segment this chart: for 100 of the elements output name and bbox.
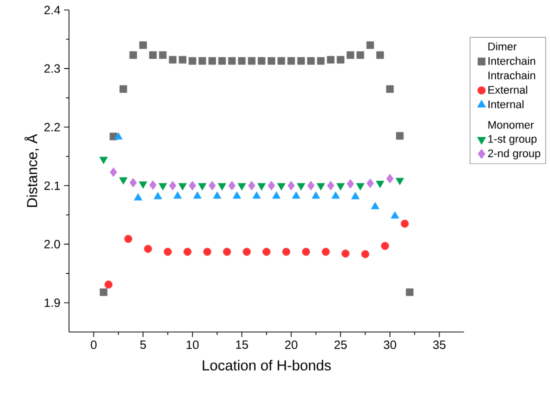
point [282, 248, 290, 256]
point [268, 180, 276, 190]
x-tick-label: 30 [384, 340, 396, 350]
point [307, 180, 315, 190]
point [268, 57, 276, 65]
point [228, 57, 236, 65]
point [361, 250, 370, 258]
point [262, 248, 270, 256]
point [164, 248, 172, 256]
point [110, 167, 118, 177]
point [203, 248, 212, 256]
point [356, 51, 364, 59]
point [381, 242, 389, 250]
y-tick-label: 2.3 [44, 64, 60, 73]
point [124, 234, 132, 243]
y-tick-label: 1.9 [44, 298, 60, 307]
point [139, 41, 147, 49]
point [238, 183, 246, 190]
point [138, 181, 148, 189]
point [158, 183, 167, 190]
point [292, 191, 300, 199]
point [370, 202, 380, 210]
point [169, 180, 176, 190]
point [327, 180, 334, 190]
point [178, 183, 187, 190]
point [228, 180, 236, 190]
point [258, 57, 266, 65]
point [278, 57, 286, 65]
point [208, 180, 216, 190]
legend-label: Internal [488, 100, 524, 108]
point [296, 183, 306, 190]
point [252, 191, 261, 199]
point [120, 85, 128, 93]
point [104, 280, 112, 289]
point [366, 41, 374, 49]
point [336, 56, 344, 64]
point [366, 178, 374, 188]
point [188, 180, 196, 190]
point [312, 191, 320, 199]
point [346, 179, 354, 189]
point [119, 177, 128, 185]
x-tick-label: 15 [236, 340, 248, 349]
y-tick-label: 2.0 [44, 240, 60, 248]
point [248, 180, 256, 190]
point [212, 191, 222, 199]
point [114, 132, 123, 140]
point [149, 180, 157, 190]
point [356, 183, 364, 190]
point [396, 178, 404, 186]
point [288, 180, 295, 190]
point [400, 220, 409, 228]
point [238, 57, 246, 65]
x-tick-label: 5 [140, 340, 146, 349]
point [154, 192, 162, 200]
point [376, 51, 384, 59]
legend-label: 2-nd group [488, 149, 540, 160]
point [130, 178, 137, 188]
point [342, 250, 350, 258]
x-tick-label: 10 [186, 340, 199, 350]
point [297, 57, 305, 65]
point [390, 211, 400, 219]
point [198, 183, 206, 190]
point [223, 248, 231, 256]
text: Intrachain [488, 71, 536, 80]
point [248, 57, 256, 65]
point [159, 51, 167, 59]
point [406, 288, 414, 296]
point [346, 51, 354, 59]
x-tick-label: 35 [433, 340, 446, 350]
point [257, 183, 266, 190]
point [287, 57, 295, 65]
point [242, 248, 251, 256]
point [307, 57, 315, 65]
point [326, 56, 334, 64]
point [351, 192, 360, 200]
point [144, 244, 152, 253]
point [396, 132, 404, 140]
x-tick-label: 25 [334, 340, 347, 350]
point [178, 56, 186, 64]
point [198, 57, 206, 65]
y-axis-title: Distance, Å [24, 134, 39, 207]
point [134, 193, 142, 200]
x-tick-label: 0 [90, 340, 97, 350]
legend-label: 1-st group [488, 135, 537, 145]
legend-label: Interchain [488, 56, 536, 65]
text: Monomer [488, 121, 534, 129]
point [129, 51, 137, 59]
point [376, 180, 384, 188]
point [316, 183, 325, 190]
y-tick-label: 2.1 [44, 181, 60, 190]
point [336, 183, 345, 190]
point [168, 56, 176, 64]
point [232, 191, 242, 199]
point [386, 85, 394, 93]
point [386, 174, 394, 184]
point [193, 191, 202, 199]
text: Dimer [488, 42, 517, 50]
y-tick-label: 2.2 [44, 122, 60, 132]
point [208, 57, 216, 65]
point [272, 191, 281, 199]
